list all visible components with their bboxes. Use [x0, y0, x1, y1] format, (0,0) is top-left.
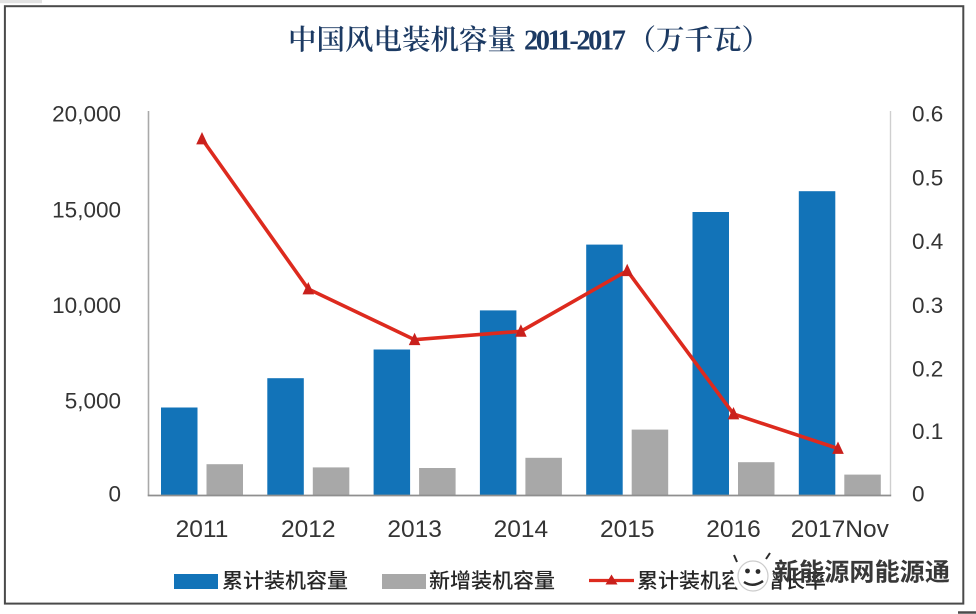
svg-text:0.1: 0.1 — [912, 419, 943, 444]
svg-text:2011-2017: 2011-2017 — [524, 26, 626, 57]
svg-text:20,000: 20,000 — [52, 102, 121, 127]
svg-text:15,000: 15,000 — [52, 197, 121, 222]
svg-text:2012: 2012 — [281, 516, 336, 543]
svg-text:0.3: 0.3 — [912, 293, 943, 318]
svg-text:2016: 2016 — [706, 516, 761, 543]
svg-text:10,000: 10,000 — [52, 293, 121, 318]
svg-text:0: 0 — [912, 481, 925, 506]
svg-text:0: 0 — [108, 482, 121, 507]
svg-text:2017Nov: 2017Nov — [791, 516, 890, 543]
svg-text:2013: 2013 — [387, 516, 442, 543]
svg-text:2014: 2014 — [494, 516, 549, 543]
svg-text:0.6: 0.6 — [912, 102, 943, 127]
svg-text:2015: 2015 — [600, 516, 655, 543]
svg-text:0.2: 0.2 — [912, 357, 943, 382]
svg-text:2011: 2011 — [176, 516, 229, 543]
svg-text:5,000: 5,000 — [65, 389, 121, 414]
svg-text:0.4: 0.4 — [912, 229, 943, 254]
svg-text:0.5: 0.5 — [912, 165, 943, 190]
